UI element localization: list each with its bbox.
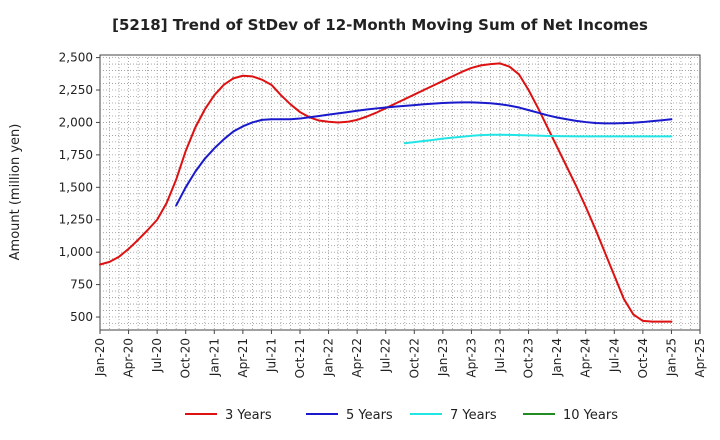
x-tick-label: Apr-22 <box>350 338 364 378</box>
y-tick-label: 2,000 <box>59 115 93 129</box>
x-tick-label: Jan-24 <box>550 338 564 377</box>
x-tick-label: Apr-21 <box>236 338 250 378</box>
legend-label-5-years: 5 Years <box>346 408 393 423</box>
x-tick-label: Oct-24 <box>636 338 650 378</box>
x-tick-label: Oct-22 <box>407 338 421 378</box>
x-tick-label: Jul-22 <box>379 338 393 373</box>
x-tick-label: Apr-20 <box>122 338 136 378</box>
y-tick-label: 1,750 <box>59 148 93 162</box>
legend-label-3-years: 3 Years <box>225 408 272 423</box>
series-line-5-years <box>175 101 673 207</box>
x-tick-label: Apr-24 <box>579 338 593 378</box>
y-tick-label: 1,250 <box>59 213 93 227</box>
y-tick-label: 1,500 <box>59 180 93 194</box>
grid-lines <box>100 55 700 330</box>
legend: 3 Years 5 Years 7 Years 10 Years <box>185 408 618 423</box>
y-tick-label: 2,500 <box>59 51 93 65</box>
x-tick-label: Oct-21 <box>293 338 307 378</box>
x-tick-label: Apr-23 <box>464 338 478 378</box>
x-tick-label: Jan-25 <box>664 338 678 377</box>
x-tick-label: Jan-22 <box>322 338 336 377</box>
x-axis-ticks: Jan-20 Apr-20 Jul-20 Oct-20 Jan-21 Apr-21 Jul-… <box>93 330 707 378</box>
series-line-7-years <box>403 133 673 145</box>
y-tick-label: 2,250 <box>59 83 93 97</box>
x-tick-label: Jul-24 <box>607 338 621 373</box>
chart-title: [5218] Trend of StDev of 12-Month Moving… <box>112 16 648 34</box>
y-tick-label: 750 <box>70 278 93 292</box>
legend-label-10-years: 10 Years <box>563 408 618 423</box>
y-axis-title: Amount (million yen) <box>8 124 23 261</box>
x-tick-label: Jan-20 <box>93 338 107 377</box>
x-tick-label: Jan-23 <box>436 338 450 377</box>
y-tick-label: 500 <box>70 310 93 324</box>
x-tick-label: Jul-21 <box>264 338 278 373</box>
x-tick-label: Jan-21 <box>207 338 221 377</box>
x-tick-label: Jul-23 <box>493 338 507 373</box>
x-tick-label: Apr-25 <box>693 338 707 378</box>
y-axis-ticks: 500 750 1,000 1,250 1,500 1,750 2,000 2,250 2,50… <box>59 51 100 324</box>
y-tick-label: 1,000 <box>59 245 93 259</box>
x-tick-label: Oct-23 <box>522 338 536 378</box>
x-tick-label: Jul-20 <box>150 338 164 373</box>
legend-label-7-years: 7 Years <box>450 408 497 423</box>
series-lines <box>99 62 673 323</box>
x-tick-label: Oct-20 <box>179 338 193 378</box>
